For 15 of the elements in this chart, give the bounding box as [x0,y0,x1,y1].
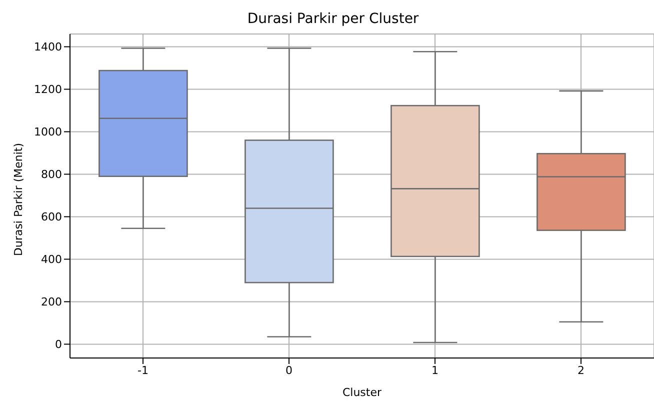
y-tick-label: 0 [55,338,62,352]
y-tick-label: 800 [41,168,62,182]
x-axis-title: Cluster [342,386,382,399]
x-tick-label: 0 [286,364,292,377]
y-tick-label: 1400 [34,40,62,54]
y-axis-title: Durasi Parkir (Menit) [12,142,25,256]
y-tick-label: 1200 [34,83,62,96]
x-tick-label: -1 [138,364,148,377]
y-tick-label: 1000 [34,126,62,139]
x-tick-label: 1 [432,364,438,377]
x-tick-label: 2 [578,364,584,377]
y-tick-label: 200 [41,296,62,309]
chart-title: Durasi Parkir per Cluster [246,10,420,29]
y-tick-label: 600 [41,210,62,224]
y-tick-label: 400 [41,253,62,266]
